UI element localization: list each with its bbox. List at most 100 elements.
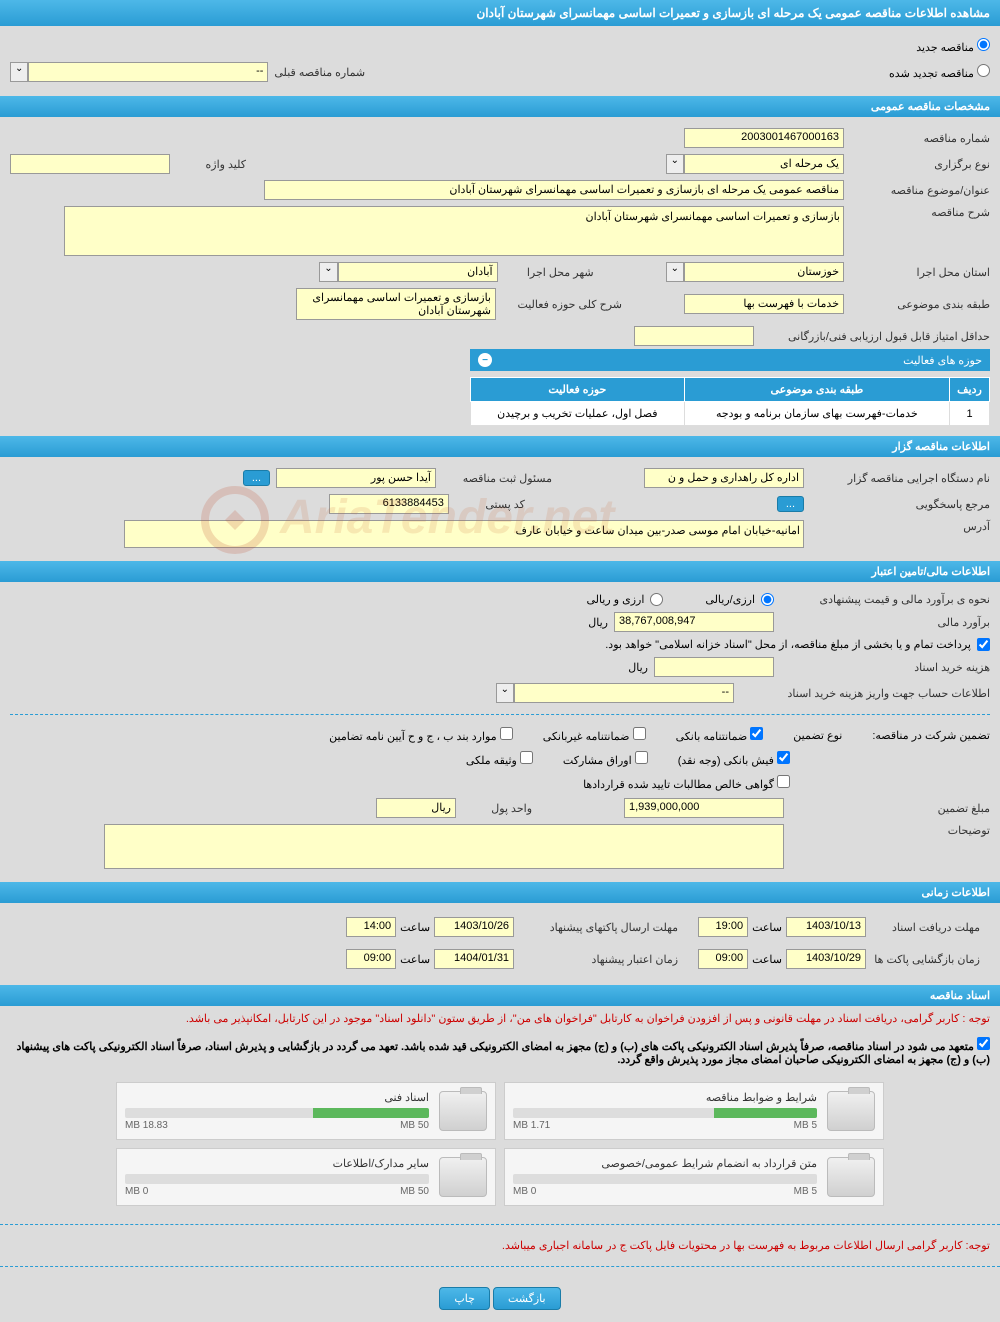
est-amount-label: برآورد مالی bbox=[780, 616, 990, 629]
category-label: طبقه بندی موضوعی bbox=[850, 298, 990, 311]
category-field[interactable]: خدمات با فهرست بها bbox=[684, 294, 844, 314]
back-button[interactable]: بازگشت bbox=[493, 1287, 561, 1310]
file-total: 5 MB bbox=[794, 1120, 817, 1131]
prev-no-field[interactable]: -- bbox=[28, 62, 268, 82]
officer-lookup-button[interactable]: ... bbox=[243, 470, 270, 486]
unit-field[interactable]: ریال bbox=[376, 798, 456, 818]
cb-property[interactable] bbox=[520, 751, 533, 764]
time-label: ساعت bbox=[752, 953, 782, 966]
activity-col-3: حوزه فعالیت bbox=[471, 378, 685, 402]
subject-field[interactable]: مناقصه عمومی یک مرحله ای بازسازی و تعمیر… bbox=[264, 180, 844, 200]
folder-icon bbox=[439, 1157, 487, 1197]
account-field[interactable]: -- bbox=[514, 683, 734, 703]
doc-fee-label: هزینه خرید اسناد bbox=[780, 661, 990, 674]
cb-items[interactable] bbox=[500, 727, 513, 740]
est-type-label: نحوه ی برآورد مالی و قیمت پیشنهادی bbox=[780, 593, 990, 606]
section-docs-header: اسناد مناقصه bbox=[0, 985, 1000, 1006]
collapse-icon[interactable]: − bbox=[478, 353, 492, 367]
file-total: 50 MB bbox=[400, 1186, 429, 1197]
folder-icon bbox=[827, 1157, 875, 1197]
validity-time[interactable]: 09:00 bbox=[346, 949, 396, 969]
address-field[interactable]: امانیه-خیابان امام موسی صدر-بین میدان سا… bbox=[124, 520, 804, 548]
guar-amount-field[interactable]: 1,939,000,000 bbox=[624, 798, 784, 818]
section-time-header: اطلاعات زمانی bbox=[0, 882, 1000, 903]
chevron-down-icon[interactable]: ⌄ bbox=[319, 262, 337, 282]
footer-buttons: بازگشت چاپ bbox=[0, 1275, 1000, 1322]
cb-cert[interactable] bbox=[777, 775, 790, 788]
activity-label: شرح کلی حوزه فعالیت bbox=[502, 298, 622, 311]
guar-notes-label: توضیحات bbox=[790, 824, 990, 837]
unit-label: واحد پول bbox=[462, 802, 532, 815]
keyword-field[interactable] bbox=[10, 154, 170, 174]
folder-icon bbox=[827, 1091, 875, 1131]
separator bbox=[10, 714, 990, 715]
province-field[interactable]: خوزستان bbox=[684, 262, 844, 282]
address-label: آدرس bbox=[810, 520, 990, 533]
est-opt1-label: ارزی/ریالی bbox=[705, 593, 755, 606]
est-opt2-label: ارزی و ریالی bbox=[586, 593, 644, 606]
pkg-deadline-time[interactable]: 14:00 bbox=[346, 917, 396, 937]
city-field[interactable]: آبادان bbox=[338, 262, 498, 282]
pkg-deadline-label: مهلت ارسال پاکتهای پیشنهاد bbox=[518, 921, 678, 934]
chevron-down-icon[interactable]: ⌄ bbox=[496, 683, 514, 703]
cb-nonbank-label: ضمانتنامه غیربانکی bbox=[543, 731, 630, 743]
file-card[interactable]: سایر مدارک/اطلاعات 50 MB0 MB bbox=[116, 1148, 496, 1206]
progress-fill bbox=[714, 1108, 817, 1118]
tender-no-label: شماره مناقصه bbox=[850, 132, 990, 145]
file-card[interactable]: اسناد فنی 50 MB18.83 MB bbox=[116, 1082, 496, 1140]
radio-rial[interactable] bbox=[761, 593, 774, 606]
validity-date[interactable]: 1404/01/31 bbox=[434, 949, 514, 969]
tender-no-field: 2003001467000163 bbox=[684, 128, 844, 148]
docs-note-1: توجه : کاربر گرامی، دریافت اسناد در مهلت… bbox=[0, 1006, 1000, 1031]
desc-field[interactable]: بازسازی و تعمیرات اساسی مهمانسرای شهرستا… bbox=[64, 206, 844, 256]
activity-table: ردیف طبقه بندی موضوعی حوزه فعالیت 1 خدما… bbox=[470, 377, 990, 426]
file-card[interactable]: شرایط و ضوابط مناقصه 5 MB1.71 MB bbox=[504, 1082, 884, 1140]
cb-bank-label: ضمانتنامه بانکی bbox=[676, 731, 748, 743]
doc-deadline-date[interactable]: 1403/10/13 bbox=[786, 917, 866, 937]
radio-renew[interactable] bbox=[977, 64, 990, 77]
doc-deadline-time[interactable]: 19:00 bbox=[698, 917, 748, 937]
commit-checkbox[interactable] bbox=[977, 1037, 990, 1050]
org-label: نام دستگاه اجرایی مناقصه گزار bbox=[810, 472, 990, 485]
cell: 1 bbox=[950, 402, 990, 426]
file-used: 0 MB bbox=[125, 1186, 148, 1197]
radio-rial-fx[interactable] bbox=[650, 593, 663, 606]
cb-bonds[interactable] bbox=[635, 751, 648, 764]
cb-bank[interactable] bbox=[750, 727, 763, 740]
chevron-down-icon[interactable]: ⌄ bbox=[666, 154, 684, 174]
print-button[interactable]: چاپ bbox=[439, 1287, 490, 1310]
postal-field[interactable]: 6133884453 bbox=[329, 494, 449, 514]
file-title: شرایط و ضوابط مناقصه bbox=[513, 1091, 817, 1108]
org-field[interactable]: اداره کل راهداری و حمل و ن bbox=[644, 468, 804, 488]
guar-notes-field[interactable] bbox=[104, 824, 784, 869]
type-field[interactable]: یک مرحله ای bbox=[684, 154, 844, 174]
docs-note-2-wrap: متعهد می شود در اسناد مناقصه، صرفاً پذیر… bbox=[0, 1031, 1000, 1072]
cb-cash[interactable] bbox=[777, 751, 790, 764]
desc-label: شرح مناقصه bbox=[850, 206, 990, 219]
ref-lookup-button[interactable]: ... bbox=[777, 496, 804, 512]
radio-new[interactable] bbox=[977, 38, 990, 51]
open-time[interactable]: 09:00 bbox=[698, 949, 748, 969]
file-card[interactable]: متن قرارداد به انضمام شرایط عمومی/خصوصی … bbox=[504, 1148, 884, 1206]
doc-fee-field[interactable] bbox=[654, 657, 774, 677]
activity-table-header-bar: حوزه های فعالیت − bbox=[470, 349, 990, 371]
activity-field[interactable]: بازسازی و تعمیرات اساسی مهمانسرای شهرستا… bbox=[296, 288, 496, 320]
open-date[interactable]: 1403/10/29 bbox=[786, 949, 866, 969]
section-time-body: مهلت دریافت اسناد 1403/10/13 ساعت 19:00 … bbox=[0, 903, 1000, 983]
minscore-label: حداقل امتیاز قابل قبول ارزیابی فنی/بازرگ… bbox=[760, 330, 990, 343]
chevron-down-icon[interactable]: ⌄ bbox=[10, 62, 28, 82]
cb-cert-label: گواهی خالص مطالبات تایید شده قراردادها bbox=[583, 779, 774, 791]
activity-col-1: ردیف bbox=[950, 378, 990, 402]
account-label: اطلاعات حساب جهت واریز هزینه خرید اسناد bbox=[740, 687, 990, 700]
pkg-deadline-date[interactable]: 1403/10/26 bbox=[434, 917, 514, 937]
minscore-field[interactable] bbox=[634, 326, 754, 346]
chevron-down-icon[interactable]: ⌄ bbox=[666, 262, 684, 282]
officer-field[interactable]: آیدا حسن پور bbox=[276, 468, 436, 488]
treasury-checkbox[interactable] bbox=[977, 638, 990, 651]
section-general-body: شماره مناقصه 2003001467000163 نوع برگزار… bbox=[0, 117, 1000, 434]
docs-note-2: متعهد می شود در اسناد مناقصه، صرفاً پذیر… bbox=[17, 1041, 990, 1066]
cb-nonbank[interactable] bbox=[633, 727, 646, 740]
page-title: مشاهده اطلاعات مناقصه عمومی یک مرحله ای … bbox=[0, 0, 1000, 26]
file-total: 50 MB bbox=[400, 1120, 429, 1131]
est-amount-field[interactable]: 38,767,008,947 bbox=[614, 612, 774, 632]
